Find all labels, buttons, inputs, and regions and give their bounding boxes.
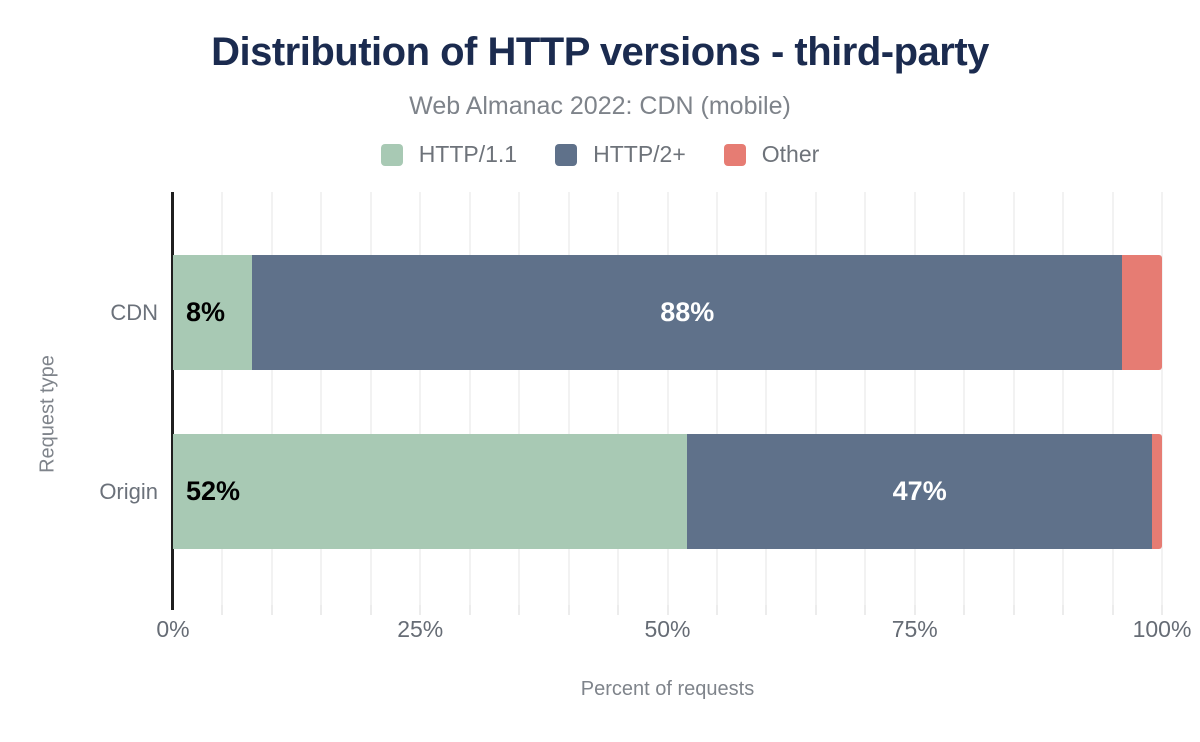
bar-value-label: 88% <box>660 297 715 327</box>
grid-line <box>1161 192 1163 605</box>
axis-tick <box>864 605 867 615</box>
legend-item-http-2-: HTTP/2+ <box>555 141 686 168</box>
legend-item-http-1-1: HTTP/1.1 <box>380 141 518 168</box>
axis-tick <box>567 605 570 615</box>
x-tick-label: 100% <box>1132 616 1192 642</box>
axis-tick <box>963 605 966 615</box>
bar-segment-cdn-http-1-1: 8% <box>173 255 253 370</box>
axis-tick <box>320 605 323 615</box>
grid-line <box>1012 192 1015 605</box>
bar-segment-cdn-other <box>1122 255 1162 370</box>
legend-swatch-icon <box>555 143 578 166</box>
bar-segment-origin-http-1-1: 52% <box>173 434 688 549</box>
category-label-origin: Origin <box>99 478 158 504</box>
category-label-cdn: CDN <box>110 299 158 325</box>
grid-line <box>270 192 273 605</box>
grid-line <box>715 192 718 605</box>
axis-tick <box>468 605 471 615</box>
bar-value-label: 52% <box>186 476 241 506</box>
grid-line <box>864 192 867 605</box>
axis-tick <box>270 605 273 615</box>
grid-line <box>963 192 966 605</box>
y-axis-title: Request type <box>36 355 59 473</box>
bar-segment-origin-other <box>1152 434 1162 549</box>
y-axis-line <box>171 192 174 610</box>
axis-tick <box>814 605 817 615</box>
axis-tick <box>1161 605 1163 615</box>
axis-tick <box>1111 605 1114 615</box>
grid-line <box>666 192 669 605</box>
grid-line <box>1062 192 1065 605</box>
legend: HTTP/1.1 HTTP/2+ Other <box>0 141 1200 168</box>
grid-line <box>369 192 372 605</box>
x-tick-label: 0% <box>156 616 190 642</box>
bar-value-label: 47% <box>892 476 947 506</box>
axis-tick <box>765 605 768 615</box>
bar-segment-cdn-http-2-: 88% <box>252 255 1123 370</box>
axis-tick <box>1062 605 1065 615</box>
grid-line <box>567 192 570 605</box>
axis-tick <box>913 605 916 615</box>
axis-tick <box>518 605 521 615</box>
grid-line <box>913 192 916 605</box>
legend-label: HTTP/1.1 <box>418 141 518 167</box>
x-axis-title: Percent of requests <box>580 678 755 700</box>
bar-value-label: 8% <box>186 297 226 327</box>
chart-subtitle: Web Almanac 2022: CDN (mobile) <box>409 92 791 120</box>
grid-line <box>320 192 323 605</box>
legend-label: Other <box>761 141 820 167</box>
axis-tick <box>221 605 224 615</box>
x-tick-label: 75% <box>891 616 938 642</box>
chart-title: Distribution of HTTP versions - third-pa… <box>211 30 989 74</box>
axis-tick <box>715 605 718 615</box>
grid-line <box>468 192 471 605</box>
legend-swatch-icon <box>723 143 746 166</box>
grid-line <box>617 192 620 605</box>
grid-line <box>814 192 817 605</box>
axis-tick <box>666 605 669 615</box>
legend-swatch-icon <box>380 143 403 166</box>
grid-line <box>518 192 521 605</box>
axis-tick <box>419 605 422 615</box>
bar-segment-origin-http-2-: 47% <box>687 434 1153 549</box>
axis-tick <box>617 605 620 615</box>
x-tick-label: 25% <box>397 616 444 642</box>
x-tick-label: 50% <box>644 616 691 642</box>
axis-tick <box>369 605 372 615</box>
grid-line <box>765 192 768 605</box>
legend-item-other: Other <box>723 141 820 168</box>
axis-tick <box>1012 605 1015 615</box>
grid-line <box>1111 192 1114 605</box>
grid-line <box>221 192 224 605</box>
legend-label: HTTP/2+ <box>593 141 686 167</box>
grid-line <box>419 192 422 605</box>
